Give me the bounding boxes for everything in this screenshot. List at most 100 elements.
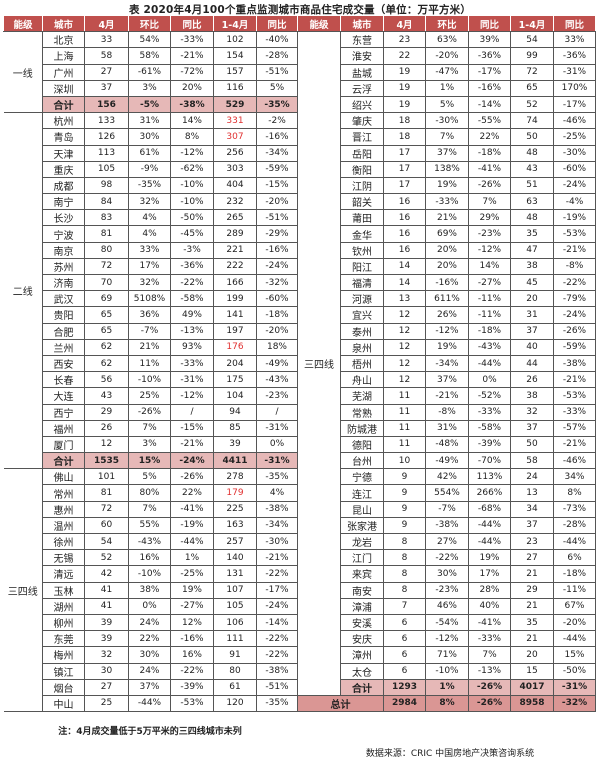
table-row: 三四线 佛山 101 5% -26% 278 -35% 宁德 9 42% 113% 24 34% (3, 468, 596, 713)
left-ytd: 102 (213, 31, 257, 49)
right-april: 11 (383, 435, 426, 454)
left-yoy: -33% (170, 354, 214, 373)
header-ytd-yoy-left: 同比 (256, 14, 298, 33)
left-ytd-yoy: -16% (256, 241, 298, 259)
left-city: 合计 (42, 95, 85, 114)
left-mom: 21% (128, 338, 171, 356)
right-mom: -34% (425, 354, 469, 373)
left-yoy: 93% (170, 338, 214, 356)
left-city: 无锡 (42, 549, 85, 567)
right-ytd-yoy: -17% (553, 95, 596, 114)
right-yoy: -44% (468, 516, 511, 535)
table-title: 表 2020年4月100个重点监测城市商品住宅成交量（单位：万平方米） (128, 4, 472, 16)
left-city: 宁波 (42, 225, 85, 243)
right-mom: 5% (425, 95, 469, 114)
right-april: 6 (383, 662, 426, 680)
left-ytd: 104 (213, 387, 257, 405)
left-ytd-yoy: -38% (256, 500, 298, 518)
left-yoy: -58% (170, 290, 214, 308)
left-ytd: 278 (213, 468, 257, 486)
right-april: 11 (383, 403, 426, 421)
tier-label: 三四线 (3, 468, 43, 713)
left-city: 贵阳 (42, 306, 85, 324)
left-ytd-yoy: -34% (256, 144, 298, 162)
right-yoy: -41% (468, 613, 511, 632)
right-ytd-yoy: -24% (553, 176, 596, 195)
right-city: 云浮 (340, 79, 384, 97)
right-april: 18 (383, 112, 426, 130)
left-yoy: -25% (170, 565, 214, 583)
right-april: 8 (383, 581, 426, 599)
left-city: 大连 (42, 387, 85, 405)
right-city: 总计 (297, 694, 384, 713)
right-ytd: 20 (510, 646, 554, 664)
left-april: 58 (84, 47, 129, 65)
right-city: 河源 (340, 290, 384, 308)
left-mom: -5% (128, 95, 171, 114)
right-mom: 69% (425, 225, 469, 243)
left-yoy: -15% (170, 419, 214, 437)
left-ytd-yoy: -32% (256, 273, 298, 292)
left-yoy: -10% (170, 193, 214, 211)
right-city: 江阴 (340, 176, 384, 195)
left-city: 合肥 (42, 322, 85, 340)
header-city-right: 城市 (340, 14, 384, 33)
right-ytd: 48 (510, 144, 554, 162)
right-ytd-yoy: 15% (553, 646, 596, 664)
right-ytd: 37 (510, 322, 554, 340)
left-ytd: 199 (213, 290, 257, 308)
right-yoy: -17% (468, 63, 511, 81)
left-ytd-yoy: -14% (256, 613, 298, 632)
left-mom: 11% (128, 354, 171, 373)
left-april: 105 (84, 160, 129, 178)
left-mom: 37% (128, 678, 171, 696)
right-mom: -38% (425, 516, 469, 535)
right-ytd: 43 (510, 160, 554, 178)
right-ytd: 15 (510, 662, 554, 680)
header-mom-left: 环比 (128, 14, 171, 33)
table-row: 中山 25 -44% -53% 120 -35% 总计 2984 8% -26% 8958 -32% (4, 694, 596, 713)
right-city: 淮安 (340, 47, 384, 65)
right-mom: 20% (425, 241, 469, 259)
left-city: 济南 (42, 273, 85, 292)
right-april: 9 (383, 516, 426, 535)
right-april: 12 (383, 371, 426, 389)
left-april: 12 (84, 435, 129, 454)
left-mom: 24% (128, 613, 171, 632)
right-ytd: 24 (510, 468, 554, 486)
left-mom: -9% (128, 160, 171, 178)
right-mom: -54% (425, 613, 469, 632)
left-ytd: 175 (213, 371, 257, 389)
right-ytd: 8958 (510, 694, 554, 713)
left-city: 西宁 (42, 403, 85, 421)
right-ytd: 27 (510, 549, 554, 567)
header-april-left: 4月 (84, 14, 129, 33)
left-ytd-yoy: 4% (256, 484, 298, 502)
right-ytd: 51 (510, 176, 554, 195)
right-april: 13 (383, 290, 426, 308)
right-city: 舟山 (340, 371, 384, 389)
table-row: 宁波 81 4% -45% 289 -29% 金华 16 69% -23% 35 -53% (4, 225, 596, 243)
right-city: 泉州 (340, 338, 384, 356)
right-city: 合计 (340, 678, 384, 696)
right-ytd-yoy: -24% (553, 306, 596, 324)
left-city: 镇江 (42, 662, 85, 680)
right-ytd: 63 (510, 193, 554, 211)
left-ytd: 106 (213, 613, 257, 632)
right-yoy: -23% (468, 225, 511, 243)
right-ytd: 58 (510, 452, 554, 470)
left-ytd: 105 (213, 597, 257, 615)
left-city: 清远 (42, 565, 85, 583)
left-ytd: 225 (213, 500, 257, 518)
left-city: 福州 (42, 419, 85, 437)
right-april: 8 (383, 565, 426, 583)
right-ytd-yoy: -32% (553, 694, 596, 713)
right-city: 宜兴 (340, 306, 384, 324)
left-yoy: -50% (170, 209, 214, 227)
right-ytd-yoy: -30% (553, 144, 596, 162)
left-mom: -26% (128, 403, 171, 421)
right-mom: 37% (425, 144, 469, 162)
right-city: 晋江 (340, 128, 384, 146)
left-april: 81 (84, 225, 129, 243)
left-april: 33 (84, 31, 129, 49)
